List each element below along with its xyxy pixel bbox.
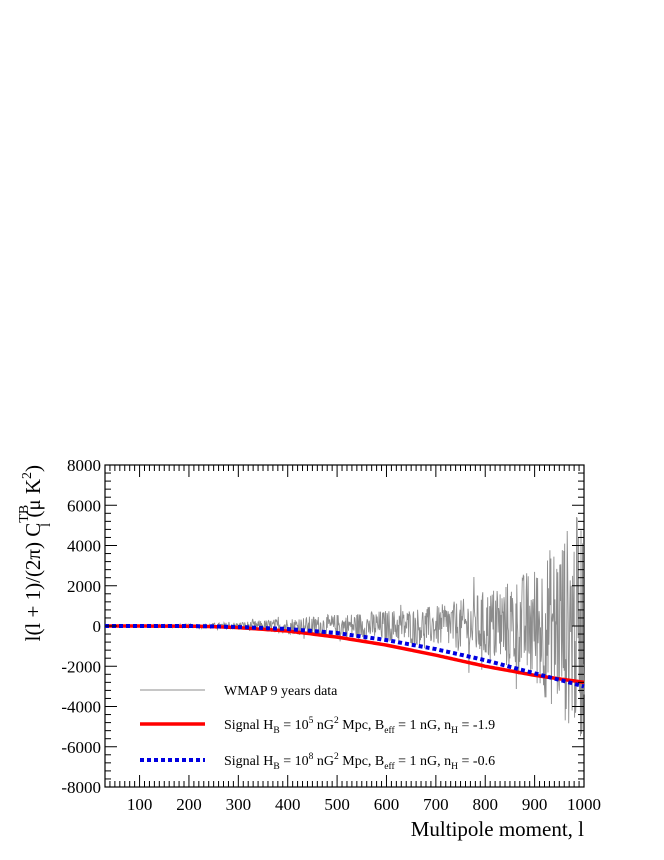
legend: WMAP 9 years data Signal HB = 105 nG2 Mpc…	[140, 684, 495, 772]
y-tick-label: 4000	[67, 537, 101, 556]
y-axis-title: l(l + 1)/(2π) CTBl (μ K2)	[17, 465, 54, 641]
x-tick-label: 600	[374, 795, 400, 814]
x-tick-label: 700	[423, 795, 449, 814]
y-tick-labels: -8000 -6000 -4000 -2000 0 2000 4000 6000 8000	[61, 456, 101, 797]
axis-ticks	[105, 464, 585, 788]
y-tick-label: -8000	[61, 778, 101, 797]
x-tick-label: 1000	[567, 795, 601, 814]
legend-signal-red-label: Signal HB = 105 nG2 Mpc, Beff = 1 nG, nH…	[224, 716, 495, 736]
x-axis-title: Multipole moment, l	[411, 817, 584, 841]
x-tick-label: 100	[127, 795, 153, 814]
signal-blue-dotted-line	[105, 624, 585, 689]
model-series	[105, 624, 585, 689]
y-tick-label: -6000	[61, 738, 101, 757]
x-tick-label: 800	[472, 795, 498, 814]
x-tick-label: 200	[176, 795, 202, 814]
y-tick-label: 6000	[67, 496, 101, 515]
y-tick-label: 0	[93, 617, 102, 636]
legend-signal-blue-label: Signal HB = 108 nG2 Mpc, Beff = 1 nG, nH…	[224, 752, 495, 772]
y-tick-label: 8000	[67, 456, 101, 475]
x-tick-label: 900	[522, 795, 548, 814]
y-tick-label: -2000	[61, 657, 101, 676]
x-tick-label: 400	[275, 795, 301, 814]
x-tick-labels: 100 200 300 400 500 600 700 800 900 1000	[127, 795, 601, 814]
x-tick-label: 500	[324, 795, 350, 814]
legend-wmap-label: WMAP 9 years data	[224, 684, 338, 699]
y-tick-label: -4000	[61, 698, 101, 717]
y-tick-label: 2000	[67, 577, 101, 596]
x-tick-label: 300	[226, 795, 252, 814]
